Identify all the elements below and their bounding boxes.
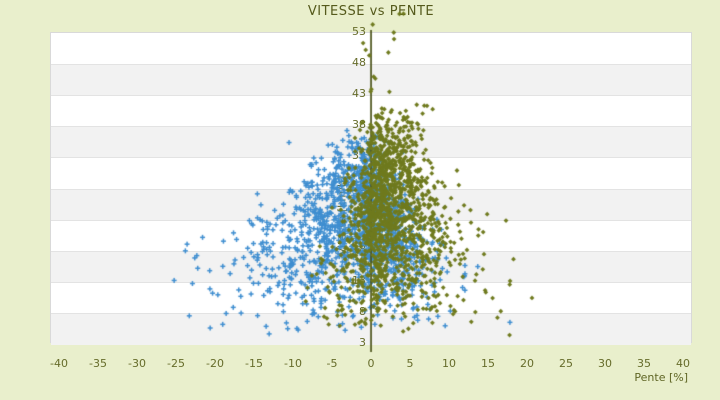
x-axis-title: Pente [%] — [634, 371, 688, 384]
